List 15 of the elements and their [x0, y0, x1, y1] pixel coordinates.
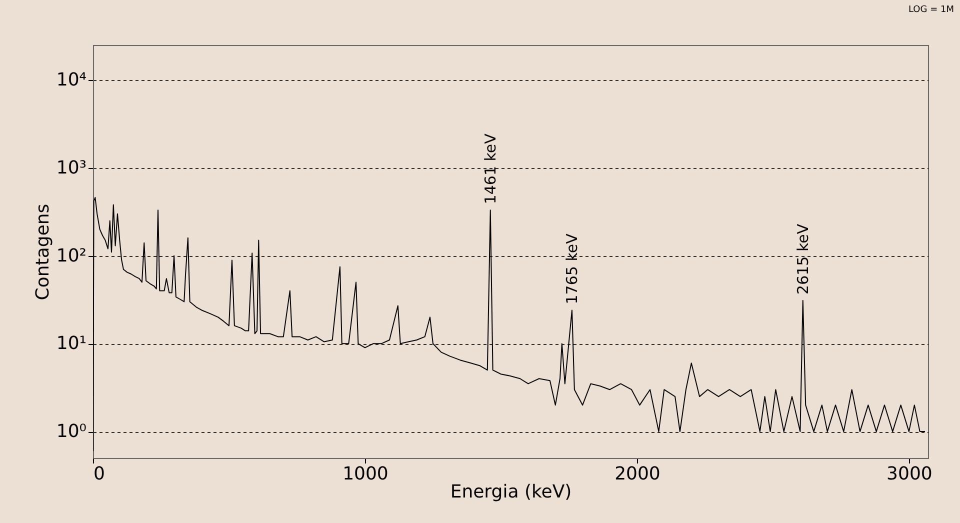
y-tick-label: 10³ [56, 157, 86, 178]
y-axis-title: Contagens [32, 204, 54, 300]
annotation: 1765 keV [562, 232, 581, 304]
annotation: 2615 keV [794, 223, 812, 294]
y-tick-label: 10⁴ [56, 69, 86, 90]
x-tick-label: 2000 [614, 464, 660, 484]
y-tick-label: 10⁰ [56, 421, 86, 442]
text: LOG = 1M [908, 5, 954, 15]
x-tick-label: 1000 [342, 464, 388, 484]
annotation: 1461 keV [481, 132, 500, 204]
y-tick-label: 10² [56, 245, 86, 266]
x-tick-label: 3000 [886, 464, 932, 484]
x-tick-label: 0 [94, 464, 105, 484]
x-axis-title: Energia (keV) [450, 482, 572, 502]
y-tick-label: 10¹ [56, 333, 86, 354]
